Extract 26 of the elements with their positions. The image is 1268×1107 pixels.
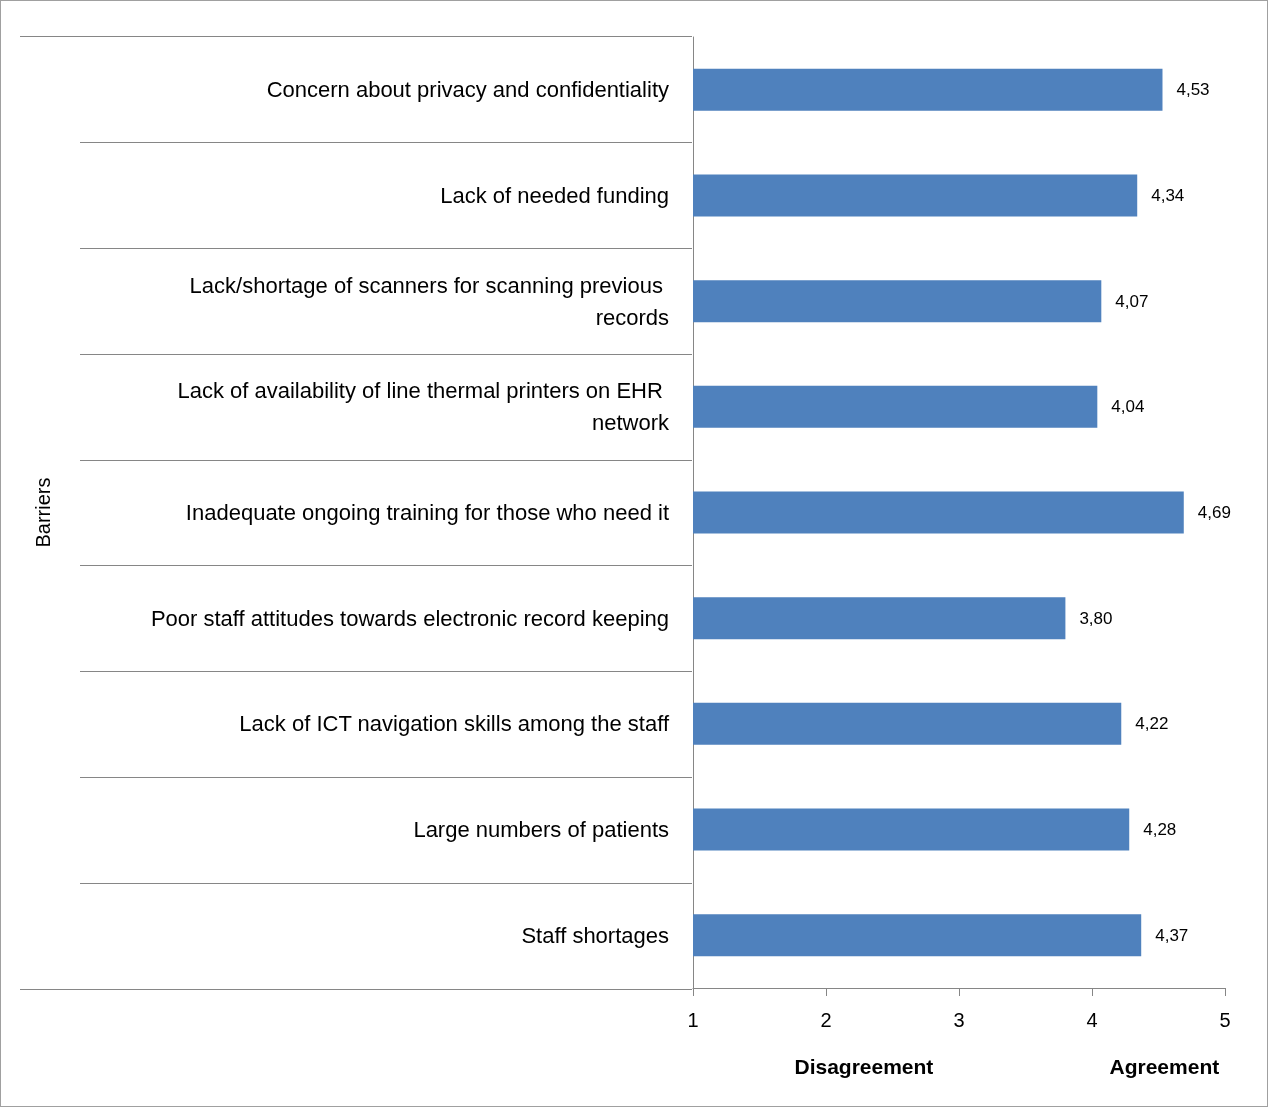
text: Disagreement bbox=[794, 1055, 934, 1078]
y-tick-label: Inadequate ongoing training for those who need it bbox=[185, 500, 669, 525]
y-tick-label: Lack of needed funding bbox=[440, 183, 669, 208]
data-label: 3,80 bbox=[1079, 608, 1113, 628]
data-label: 4,53 bbox=[1176, 80, 1210, 100]
x-tick-label: 4 bbox=[1086, 1009, 1098, 1031]
data-label: 4,34 bbox=[1151, 186, 1185, 205]
data-label: 4,37 bbox=[1155, 925, 1189, 945]
y-axis-title: Barriers bbox=[32, 477, 54, 548]
text: Agreement bbox=[1109, 1055, 1220, 1078]
data-label: 4,28 bbox=[1143, 820, 1177, 839]
y-tick-label: Lack of availability of line thermal printers on EHR network bbox=[177, 378, 670, 436]
data-label: 4,22 bbox=[1135, 714, 1169, 734]
y-tick-label: Lack/shortage of scanners for scanning previous records bbox=[189, 272, 669, 330]
y-tick-label: Large numbers of patients bbox=[413, 817, 669, 842]
y-tick-label: Lack of ICT navigation skills among the staff bbox=[239, 711, 670, 737]
data-label: 4,69 bbox=[1197, 503, 1231, 522]
y-tick-label: Concern about privacy and confidentiality bbox=[266, 77, 669, 103]
x-tick-label: 3 bbox=[953, 1009, 965, 1031]
y-tick-label: Poor staff attitudes towards electronic record keeping bbox=[150, 605, 669, 631]
x-tick-label: 5 bbox=[1219, 1009, 1231, 1031]
data-label: 4,07 bbox=[1115, 291, 1149, 311]
x-tick-label: 2 bbox=[820, 1009, 832, 1031]
data-label: 4,04 bbox=[1111, 397, 1145, 417]
y-tick-label: Staff shortages bbox=[521, 922, 669, 948]
x-tick-label: 1 bbox=[687, 1009, 699, 1031]
